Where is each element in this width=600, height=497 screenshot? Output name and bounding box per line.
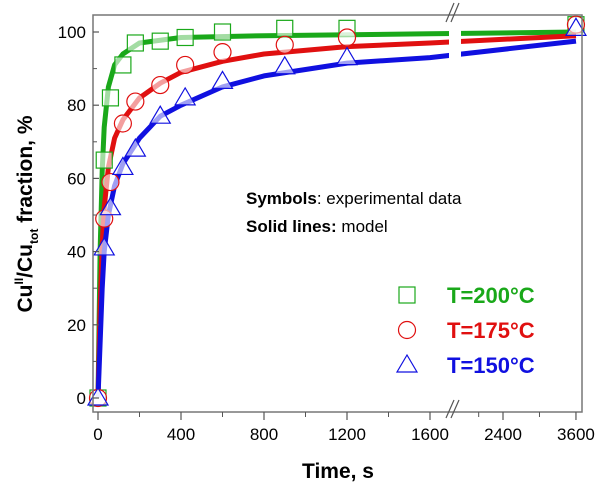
data-point-0 [213, 23, 232, 41]
data-point-1 [126, 92, 145, 111]
data-point-1 [337, 28, 357, 47]
data-point-0 [176, 28, 194, 47]
x-tick-label: 400 [167, 425, 195, 444]
data-point-2 [149, 104, 172, 124]
x-tick-label: 800 [250, 425, 278, 444]
legend-marker-2 [395, 353, 419, 373]
data-point-0 [95, 151, 113, 169]
data-point-1 [113, 114, 133, 133]
data-point-0 [276, 19, 294, 37]
model-line-0 [95, 29, 577, 399]
data-point-2 [124, 137, 147, 157]
data-point-1 [213, 43, 232, 62]
data-point-2 [111, 156, 134, 176]
legend-label-0: T=200°C [447, 283, 535, 308]
y-tick-label: 100 [58, 23, 86, 42]
annotation-lines: Solid lines: model [246, 217, 388, 236]
data-point-0 [126, 34, 144, 52]
x-tick-label: 1600 [411, 425, 449, 444]
axis-break-mark-bottom [445, 399, 455, 419]
x-tick-label: 3600 [557, 425, 595, 444]
y-tick-label: 20 [67, 316, 86, 335]
plot-frame [92, 14, 583, 413]
legend-marker-1 [397, 320, 417, 340]
y-tick-label: 40 [67, 243, 86, 262]
legend: T=200°C T=175°C T=150°C [395, 283, 535, 378]
y-tick-label: 60 [67, 169, 86, 188]
axis-break-gap [449, 5, 461, 420]
axis-break-mark-top [445, 2, 455, 23]
data-point-1 [176, 55, 195, 75]
x-tick-label: 0 [93, 425, 102, 444]
legend-label-1: T=175°C [447, 318, 535, 343]
data-point-2 [211, 70, 234, 90]
legend-label-2: T=150°C [447, 353, 535, 378]
data-point-2 [564, 17, 588, 36]
data-point-2 [174, 86, 197, 106]
data-point-1 [101, 172, 120, 192]
legend-marker-0 [398, 286, 416, 304]
axis-break-mark-top [450, 2, 460, 23]
y-tick-label: 0 [77, 389, 86, 408]
data-point-1 [275, 35, 294, 54]
y-axis-label: CuII/Cutot fraction, % [12, 115, 41, 312]
x-tick-label: 2400 [484, 425, 522, 444]
data-point-2 [273, 55, 296, 75]
x-axis-label: Time, s [302, 460, 374, 483]
data-point-0 [151, 32, 169, 50]
data-point-2 [335, 46, 359, 66]
data-point-2 [99, 196, 122, 216]
data-point-0 [114, 56, 132, 74]
annotation-symbols: Symbols: experimental data [246, 189, 462, 208]
data-point-2 [93, 236, 116, 256]
data-point-1 [151, 75, 170, 95]
data-point-0 [101, 89, 120, 107]
model-line-2 [95, 38, 577, 399]
y-tick-label: 80 [67, 96, 86, 115]
x-tick-label: 1200 [328, 425, 366, 444]
axis-break-mark-bottom [450, 399, 460, 419]
